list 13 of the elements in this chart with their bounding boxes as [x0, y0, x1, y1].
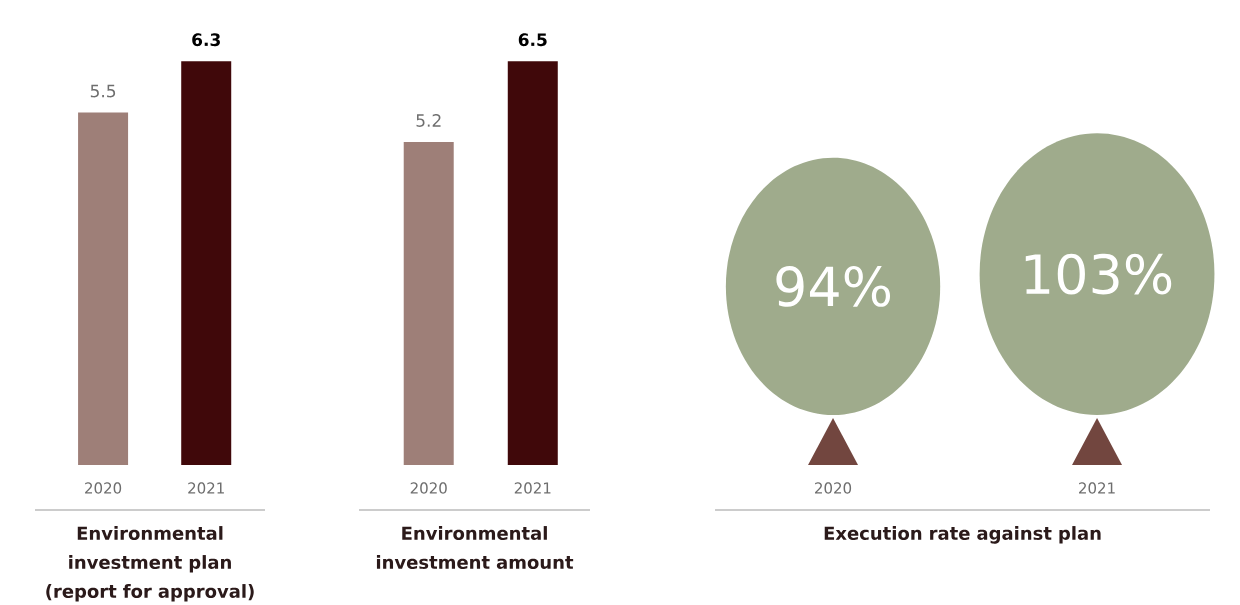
data-label: 6.5 [518, 33, 547, 47]
x-tick-label: 2020 [410, 482, 447, 494]
data-label: 5.2 [416, 114, 441, 127]
data-label: 5.5 [90, 84, 116, 98]
text: Environmental investment amount [376, 526, 574, 569]
data-label: 103% [1025, 253, 1172, 295]
data-label: 6.3 [192, 33, 220, 47]
x-tick-label: 2020 [85, 482, 122, 494]
data-label: 94% [776, 265, 891, 307]
x-tick-label: 2021 [514, 482, 551, 494]
text: Environmental investment plan (report for approval) [46, 526, 254, 602]
x-tick-label: 2021 [188, 482, 224, 494]
text: Execution rate against plan [824, 526, 1101, 544]
